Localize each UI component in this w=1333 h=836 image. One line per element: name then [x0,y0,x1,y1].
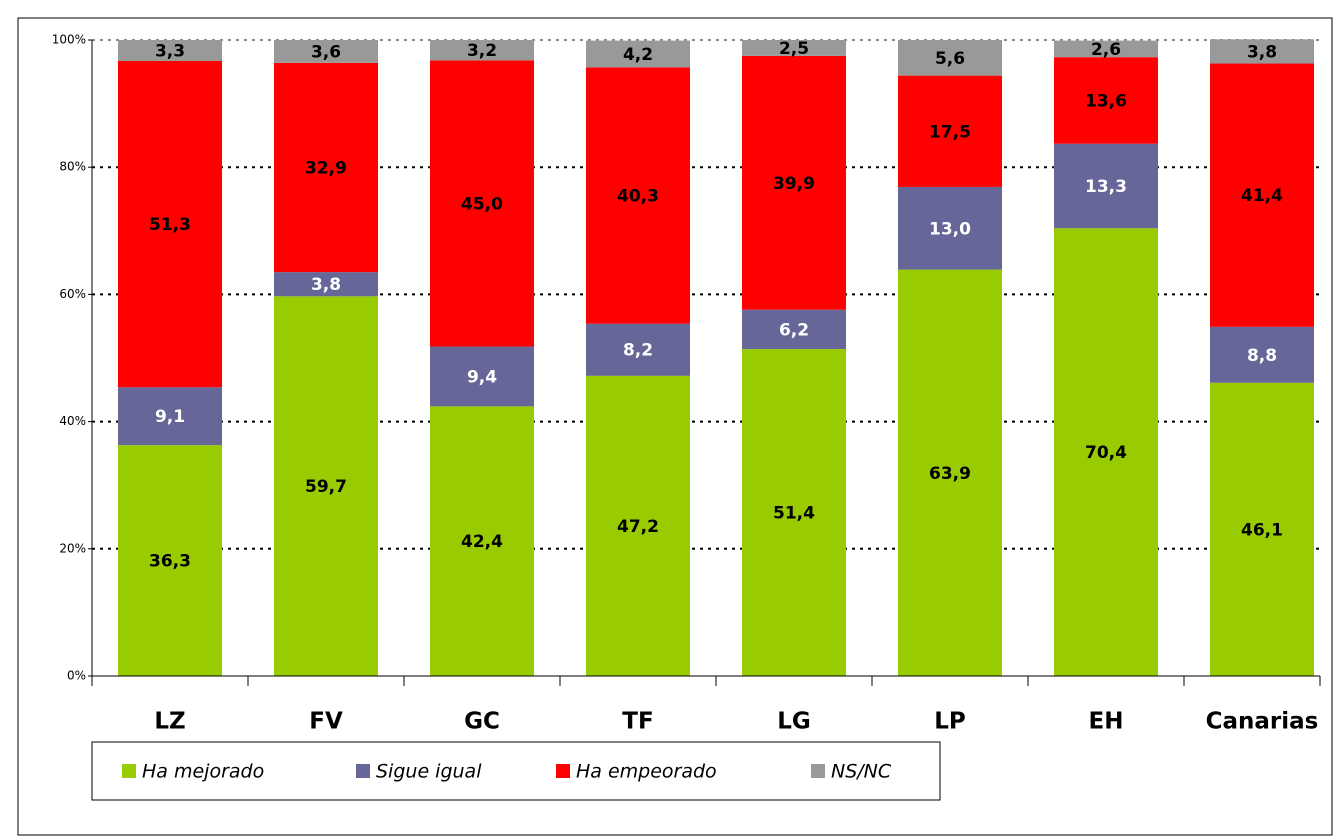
bar-segment [1210,382,1314,676]
legend-swatch [556,764,570,778]
bar-segment [586,375,690,676]
bar-segment [586,40,690,68]
data-label: 59,7 [305,477,347,497]
data-label: 51,3 [149,215,191,235]
bar-segment [898,269,1002,676]
bar-segment [1210,63,1314,327]
bar-segment [430,346,534,407]
data-label: 5,6 [935,49,965,69]
data-label: 3,8 [1247,42,1277,62]
bar-segment [430,40,534,61]
data-label: 45,0 [461,194,503,214]
bar-segment [118,60,222,388]
bar-segment [1054,228,1158,677]
bar-segment [1054,57,1158,144]
data-label: 36,3 [149,552,191,572]
bar-segment [742,349,846,676]
y-tick-label: 40% [59,414,86,428]
bar-segment [274,272,378,297]
bar-segment [742,309,846,350]
data-label: 40,3 [617,187,659,207]
data-label: 70,4 [1085,443,1127,463]
legend-label: Sigue igual [376,761,482,783]
data-label: 3,3 [155,41,185,61]
data-label: 9,4 [467,367,497,387]
bar-segment [274,40,378,63]
x-tick-label: LZ [154,709,185,735]
bar-segment [118,445,222,676]
bar-segment [742,55,846,310]
x-tick-label: TF [622,709,653,735]
y-tick-label: 100% [52,33,86,47]
x-tick-label: FV [309,709,343,735]
data-label: 51,4 [773,504,815,524]
data-label: 6,2 [779,320,809,340]
data-label: 8,8 [1247,346,1277,366]
data-label: 13,6 [1085,91,1127,111]
bar-segment [898,75,1002,187]
bar-segment [586,323,690,376]
bar-segment [274,296,378,676]
data-label: 13,0 [929,219,971,239]
bar-segment [118,40,222,61]
data-label: 2,6 [1091,40,1121,60]
data-label: 63,9 [929,464,971,484]
legend-swatch [356,764,370,778]
data-label: 3,2 [467,41,497,61]
bar-segment [1210,326,1314,383]
x-tick-label: Canarias [1206,709,1319,735]
y-tick-label: 20% [59,541,86,555]
data-label: 17,5 [929,122,971,142]
legend-label: Ha mejorado [142,761,264,783]
data-label: 4,2 [623,45,653,65]
bar-segment [274,62,378,273]
y-tick-label: 60% [59,287,86,301]
x-tick-label: LP [934,709,966,735]
y-tick-label: 0% [67,669,86,683]
bar-segment [430,406,534,676]
data-label: 39,9 [773,174,815,194]
data-label: 3,8 [311,275,341,295]
bar-segment [1054,40,1158,58]
bar-segment [118,387,222,446]
bar-segment [1054,143,1158,229]
bar-segment [586,67,690,324]
data-label: 9,1 [155,407,185,427]
x-tick-label: LG [777,709,811,735]
data-label: 32,9 [305,159,347,179]
legend-box [91,741,941,801]
data-label: 41,4 [1241,186,1283,206]
data-label: 47,2 [617,517,659,537]
bar-segment [898,40,1002,76]
bar-segment [898,186,1002,270]
data-label: 3,6 [311,42,341,62]
data-label: 42,4 [461,532,503,552]
x-tick-label: EH [1089,709,1124,735]
legend-label: Ha empeorado [576,761,717,783]
bar-segment [430,60,534,347]
legend-swatch [811,764,825,778]
data-label: 46,1 [1241,520,1283,540]
x-tick-label: GC [464,709,500,735]
data-label: 2,5 [779,39,809,59]
data-label: 13,3 [1085,177,1127,197]
bar-segment [742,40,846,56]
bar-segment [1210,39,1314,64]
legend-label: NS/NC [831,761,892,783]
legend-swatch [122,764,136,778]
data-label: 8,2 [623,341,653,361]
y-tick-label: 80% [59,160,86,174]
